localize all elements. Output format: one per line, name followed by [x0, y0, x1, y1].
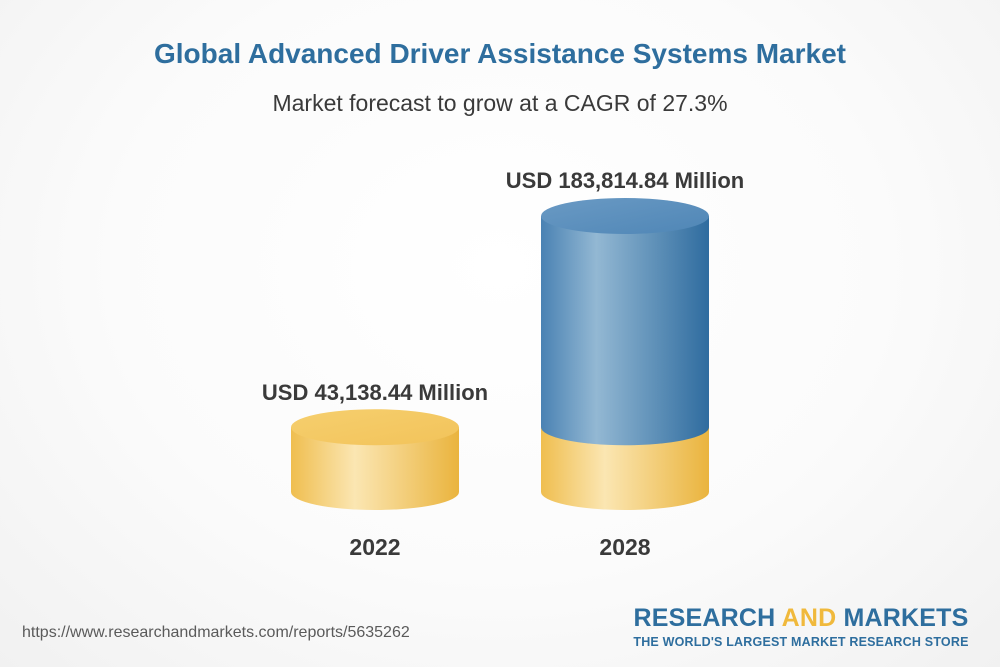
logo-tagline: THE WORLD'S LARGEST MARKET RESEARCH STOR…: [633, 635, 969, 649]
data-label-2028: USD 183,814.84 Million: [506, 168, 744, 193]
bar-2022-top: [291, 409, 459, 446]
source-url[interactable]: https://www.researchandmarkets.com/repor…: [22, 624, 410, 641]
bar-2028-base-segment: [541, 427, 709, 510]
category-label-2022: 2022: [349, 534, 400, 560]
chart-subtitle: Market forecast to grow at a CAGR of 27.…: [272, 90, 728, 116]
bar-2028-growth-segment: [541, 216, 709, 446]
research-and-markets-logo: RESEARCH AND MARKETS THE WORLD'S LARGEST…: [620, 604, 982, 649]
data-label-2022: USD 43,138.44 Million: [262, 380, 488, 405]
logo-wordmark: RESEARCH AND MARKETS: [633, 604, 969, 632]
chart-title: Global Advanced Driver Assistance System…: [153, 38, 846, 69]
bar-2022-body: [291, 427, 459, 510]
cylinder-chart: USD 43,138.44 Million USD 183,814.84 Mil…: [262, 168, 744, 560]
bar-2028-top: [541, 198, 709, 234]
category-label-2028: 2028: [599, 534, 650, 560]
